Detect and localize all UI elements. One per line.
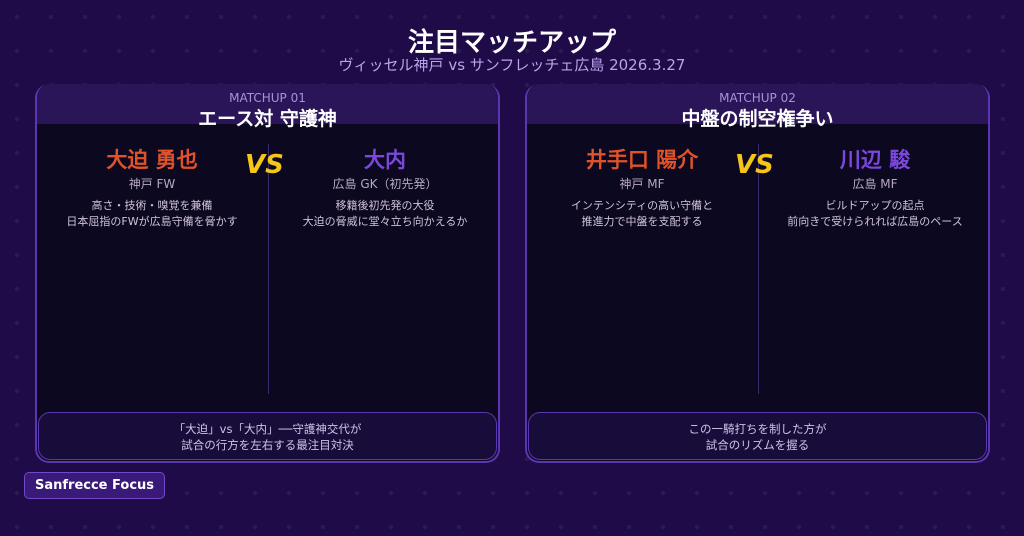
matchup-title: 中盤の制空権争い	[681, 108, 834, 130]
brand-badge: Sanfrecce Focus	[24, 472, 166, 499]
player-desc: 移籍後初先発の大役 大迫の脅威に堂々立ち向かえるか	[302, 199, 468, 228]
player-desc: 高さ・技術・嗅覚を兼備 日本屈指のFWが広島守備を脅かす	[66, 199, 238, 228]
card-header: MATCHUP 01 エース対 守護神	[37, 84, 498, 130]
player-name: 川辺 駿	[839, 148, 911, 172]
player-right: 川辺 駿 広島 MF ビルドアップの起点 前向きで受けられれば広島のペース	[760, 144, 988, 230]
player-position: 神戸 FW	[128, 177, 176, 191]
page-title: 注目マッチアップ	[407, 28, 616, 58]
page-subtitle: ヴィッセル神戸 vs サンフレッチェ広島 2026.3.27	[338, 56, 686, 74]
card-header: MATCHUP 02 中盤の制空権争い	[527, 84, 988, 130]
player-desc: インテンシティの高い守備と 推進力で中盤を支配する	[570, 199, 714, 228]
matchup-summary: この一騎打ちを制した方が 試合のリズムを握る	[528, 412, 987, 460]
player-name: 井手口 陽介	[585, 148, 699, 172]
player-position: 広島 MF	[852, 177, 898, 191]
player-left: 大迫 勇也 神戸 FW 高さ・技術・嗅覚を兼備 日本屈指のFWが広島守備を脅かす	[37, 144, 267, 230]
matchup-label: MATCHUP 01	[229, 91, 306, 105]
matchup-card-2: MATCHUP 02 中盤の制空権争い 井手口 陽介 神戸 MF インテンシティ…	[525, 84, 990, 463]
player-right: 大内 広島 GK（初先発） 移籍後初先発の大役 大迫の脅威に堂々立ち向かえるか	[270, 144, 498, 230]
player-name: 大迫 勇也	[106, 148, 198, 172]
vs-label: VS	[245, 150, 284, 180]
vs-label: VS	[735, 150, 774, 180]
divider	[758, 144, 759, 394]
matchup-label: MATCHUP 02	[719, 91, 796, 105]
matchup-title: エース対 守護神	[198, 108, 337, 130]
matchup-summary: 「大迫」vs「大内」──守護神交代が 試合の行方を左右する最注目対決	[38, 412, 497, 460]
player-desc: ビルドアップの起点 前向きで受けられれば広島のペース	[787, 199, 963, 228]
player-position: 神戸 MF	[619, 177, 665, 191]
matchup-card-1: MATCHUP 01 エース対 守護神 大迫 勇也 神戸 FW 高さ・技術・嗅覚…	[35, 84, 500, 463]
player-name: 大内	[364, 148, 406, 172]
player-position: 広島 GK（初先発）	[332, 177, 438, 191]
player-left: 井手口 陽介 神戸 MF インテンシティの高い守備と 推進力で中盤を支配する	[527, 144, 757, 230]
divider	[268, 144, 269, 394]
